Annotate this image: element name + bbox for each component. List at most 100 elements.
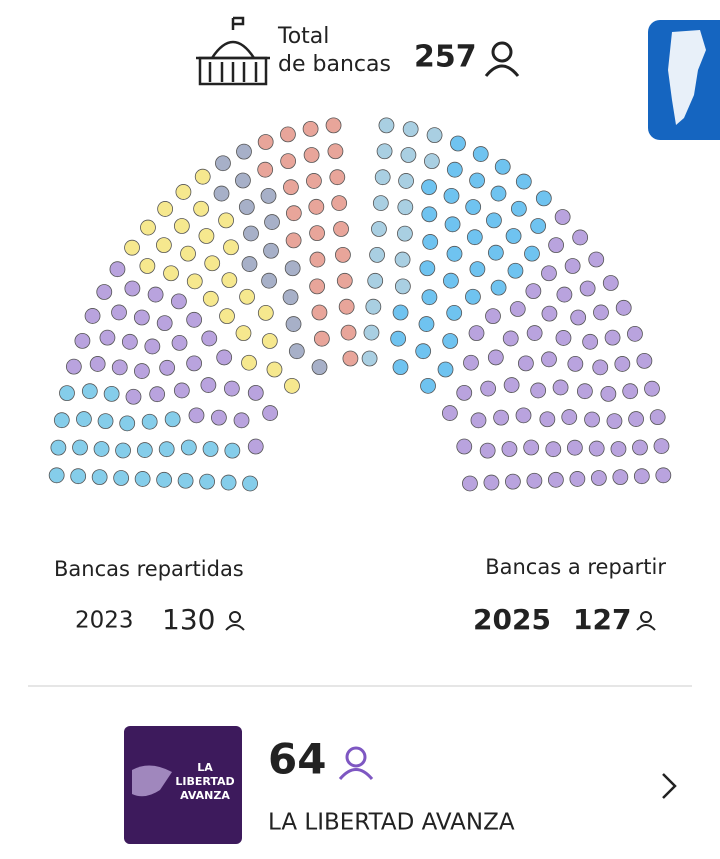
seat [564, 258, 581, 274]
seat [636, 352, 653, 369]
seat [262, 405, 279, 421]
seat [541, 265, 557, 282]
seat [509, 301, 526, 317]
seat [121, 333, 138, 350]
seat [469, 172, 485, 189]
seat [198, 228, 215, 244]
seat [487, 244, 504, 261]
seat [588, 440, 605, 457]
person-icon [225, 611, 245, 631]
seat [76, 411, 92, 427]
seat [236, 143, 252, 160]
seat [261, 333, 278, 349]
seat [394, 278, 411, 295]
seat [144, 338, 161, 355]
seat [218, 212, 234, 229]
seat [59, 385, 75, 402]
seat [175, 184, 192, 200]
seat [139, 258, 156, 274]
seat [507, 262, 524, 279]
seat [420, 377, 436, 394]
right-seats: 127 [573, 603, 631, 636]
seat [600, 385, 617, 402]
seat [48, 467, 65, 484]
seat [327, 143, 344, 160]
seat [363, 324, 380, 341]
seat [588, 251, 605, 268]
logo-text: LA [197, 761, 213, 774]
seat [199, 473, 215, 490]
seat [486, 212, 502, 229]
seat [443, 187, 460, 204]
seat [97, 413, 114, 430]
seat [280, 126, 296, 143]
person-icon [338, 746, 374, 781]
party-name: LA LIBERTAD AVANZA [268, 810, 515, 836]
map-button[interactable] [648, 20, 720, 140]
seat [627, 325, 643, 342]
total-label: Total [277, 24, 329, 49]
seat [397, 199, 414, 216]
seat [421, 206, 438, 223]
seat [572, 229, 589, 246]
seat [365, 298, 382, 315]
seat [612, 469, 629, 486]
seat [378, 117, 395, 134]
seat [84, 308, 101, 324]
total-label: de bancas [278, 52, 391, 77]
seat [655, 467, 672, 484]
seat [91, 469, 108, 486]
seat [446, 305, 463, 321]
seat [415, 343, 432, 360]
seat [610, 441, 627, 457]
seat [394, 251, 411, 268]
seat [503, 377, 520, 393]
seat [264, 214, 280, 230]
seat [569, 471, 586, 487]
seat [111, 359, 128, 376]
seat [119, 415, 136, 432]
seat [163, 265, 179, 282]
seat [213, 185, 230, 202]
seat [602, 275, 619, 291]
seat [397, 225, 413, 242]
seat [644, 380, 660, 397]
seat [202, 441, 219, 457]
seat [490, 279, 507, 296]
seat [147, 286, 164, 303]
seat [331, 195, 348, 211]
seat [441, 405, 458, 421]
seat [141, 413, 158, 430]
seat [485, 308, 501, 325]
seat [402, 121, 419, 138]
seat [567, 356, 584, 372]
seat [632, 439, 648, 456]
seat [426, 127, 443, 144]
seat [243, 225, 259, 242]
seat [490, 185, 507, 202]
seat [525, 283, 542, 300]
left-seats: 130 [162, 603, 215, 636]
seat [285, 205, 302, 222]
seat [136, 442, 153, 458]
seat [505, 473, 521, 490]
seat [505, 228, 522, 244]
seat [462, 475, 478, 492]
seat [400, 147, 417, 163]
seat [367, 272, 384, 289]
seat [235, 325, 252, 342]
seat [398, 173, 414, 189]
party-row[interactable]: LA LIBERTAD AVANZA 64 LA LIBERTAD AVANZA [124, 726, 677, 844]
seat [628, 411, 644, 427]
seat [469, 261, 486, 278]
seat [576, 383, 593, 400]
seat [649, 409, 666, 426]
seat [247, 438, 264, 455]
seat [239, 288, 255, 305]
seat [177, 472, 194, 489]
seat [158, 441, 175, 458]
seat [194, 168, 211, 185]
seat [369, 246, 385, 263]
seat [442, 333, 459, 349]
seat [421, 289, 438, 306]
